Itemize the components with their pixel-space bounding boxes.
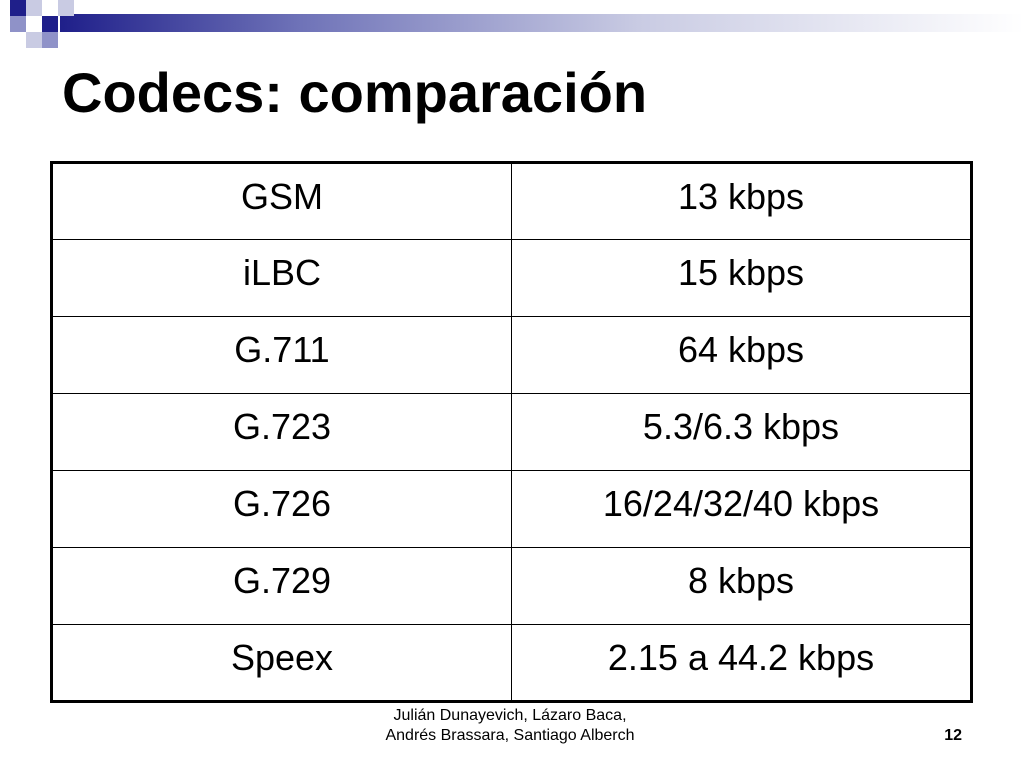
table-row: G.729 8 kbps bbox=[51, 547, 972, 625]
footer-credit-line: Andrés Brassara, Santiago Alberch bbox=[385, 727, 635, 744]
bitrate-cell: 5.3/6.3 kbps bbox=[511, 393, 972, 471]
decor-square bbox=[26, 32, 42, 48]
bitrate-cell: 8 kbps bbox=[511, 547, 972, 625]
decor-square bbox=[58, 0, 74, 16]
bitrate-cell: 16/24/32/40 kbps bbox=[511, 470, 972, 548]
bitrate-cell: 2.15 a 44.2 kbps bbox=[511, 624, 972, 702]
page-number: 12 bbox=[944, 727, 962, 744]
header-gradient-bar bbox=[60, 14, 1024, 32]
table-row: iLBC 15 kbps bbox=[51, 239, 972, 317]
codec-comparison-table: GSM 13 kbps iLBC 15 kbps G.711 64 kbps G… bbox=[50, 161, 973, 703]
footer-credit: Julián Dunayevich, Lázaro Baca, Andrés B… bbox=[330, 706, 690, 746]
codec-name-cell: Speex bbox=[51, 624, 512, 702]
slide-title: Codecs: comparación bbox=[62, 61, 648, 124]
bitrate-cell: 64 kbps bbox=[511, 316, 972, 394]
decor-square bbox=[26, 0, 42, 16]
table-row: G.726 16/24/32/40 kbps bbox=[51, 470, 972, 548]
table-row: GSM 13 kbps bbox=[51, 162, 972, 240]
codec-name-cell: G.729 bbox=[51, 547, 512, 625]
codec-name-cell: GSM bbox=[51, 162, 512, 240]
decor-square bbox=[42, 16, 58, 32]
bitrate-cell: 13 kbps bbox=[511, 162, 972, 240]
decor-square bbox=[10, 0, 26, 16]
codec-name-cell: iLBC bbox=[51, 239, 512, 317]
codec-name-cell: G.711 bbox=[51, 316, 512, 394]
table-row: G.711 64 kbps bbox=[51, 316, 972, 394]
decor-square bbox=[10, 16, 26, 32]
decor-square bbox=[42, 32, 58, 48]
header-decoration bbox=[0, 0, 1024, 64]
table-row: G.723 5.3/6.3 kbps bbox=[51, 393, 972, 471]
footer-credit-line: Julián Dunayevich, Lázaro Baca, bbox=[393, 707, 627, 724]
table-row: Speex 2.15 a 44.2 kbps bbox=[51, 624, 972, 702]
codec-name-cell: G.723 bbox=[51, 393, 512, 471]
codec-name-cell: G.726 bbox=[51, 470, 512, 548]
bitrate-cell: 15 kbps bbox=[511, 239, 972, 317]
